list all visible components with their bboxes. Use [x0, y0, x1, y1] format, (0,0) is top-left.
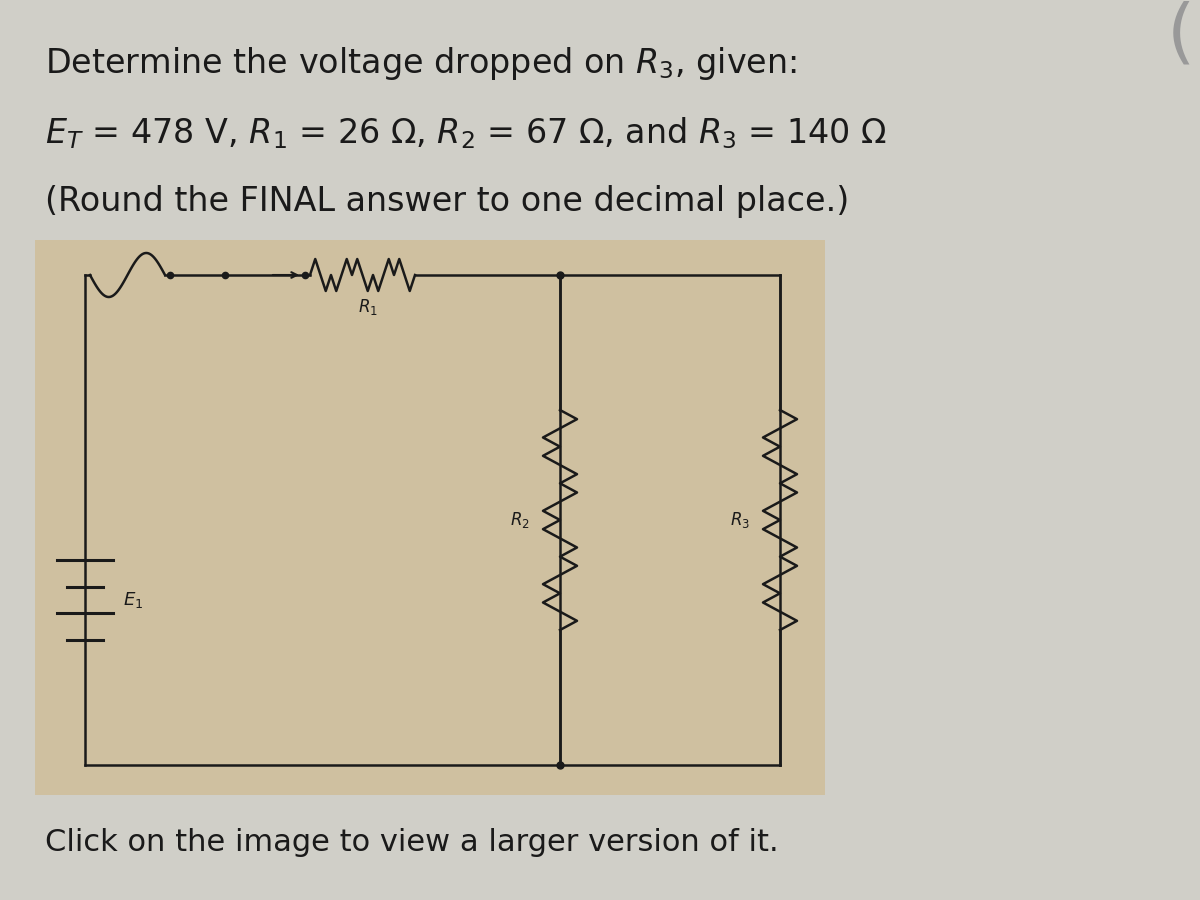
Text: $E_1$: $E_1$: [124, 590, 143, 610]
Bar: [35, 240, 826, 795]
Text: Click on the image to view a larger version of it.: Click on the image to view a larger vers…: [46, 828, 779, 857]
Text: Determine the voltage dropped on $R_3$, given:: Determine the voltage dropped on $R_3$, …: [46, 45, 797, 82]
Text: (Round the FINAL answer to one decimal place.): (Round the FINAL answer to one decimal p…: [46, 185, 850, 218]
Text: $R_3$: $R_3$: [730, 510, 750, 530]
Text: (: (: [1166, 0, 1195, 69]
Text: $R_1$: $R_1$: [358, 297, 378, 317]
Text: $R_2$: $R_2$: [510, 510, 530, 530]
Text: $E_T$ = 478 V, $R_1$ = 26 Ω, $R_2$ = 67 Ω, and $R_3$ = 140 Ω: $E_T$ = 478 V, $R_1$ = 26 Ω, $R_2$ = 67 …: [46, 115, 887, 150]
